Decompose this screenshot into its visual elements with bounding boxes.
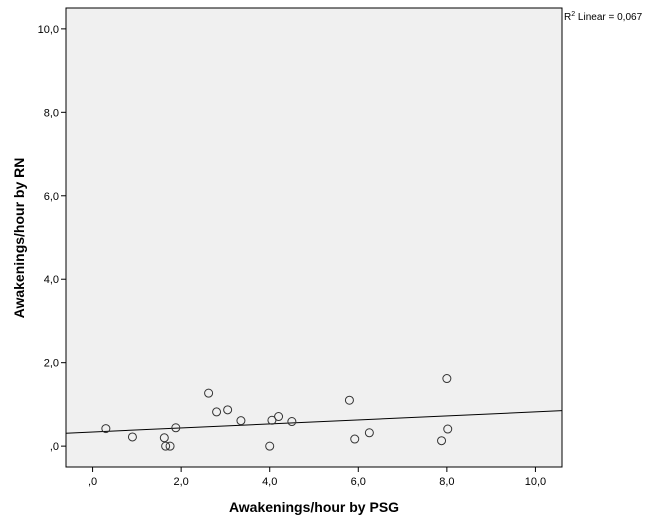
r-squared-annotation: R2 Linear = 0,067 [564,11,643,23]
data-point [274,412,284,422]
y-tick-label: 2,0 [44,358,59,370]
x-tick-label: 6,0 [351,476,366,488]
data-point [437,436,447,446]
y-tick-label: 8,0 [44,107,59,119]
y-tick-label: 10,0 [38,24,59,36]
data-point [204,388,214,398]
data-point [159,433,169,443]
data-point [223,405,233,415]
data-point [165,441,175,451]
y-tick-label: 6,0 [44,191,59,203]
x-tick-label: 4,0 [262,476,277,488]
y-tick-label: 4,0 [44,274,59,286]
x-tick-label: ,0 [88,476,97,488]
y-tick-label: ,0 [50,441,59,453]
y-axis: ,0 2,0 4,0 6,0 8,0 10,0 [38,24,66,453]
data-point [287,417,297,427]
data-point [101,424,111,434]
x-tick-label: 10,0 [525,476,546,488]
x-tick-label: 8,0 [439,476,454,488]
data-point [127,432,137,442]
y-axis-title: Awakenings/hour by RN [11,158,27,319]
data-point [171,423,181,433]
data-point [212,407,222,417]
plot-area [65,7,563,468]
x-axis-title: Awakenings/hour by PSG [229,499,399,515]
data-point [267,415,277,425]
data-point [350,434,360,444]
data-point [265,441,275,451]
data-point [443,424,453,434]
x-tick-label: 2,0 [173,476,188,488]
data-point [364,428,374,438]
data-point [161,441,171,451]
data-point [344,395,354,405]
data-point [442,374,452,384]
x-axis: ,0 2,0 4,0 6,0 8,0 10,0 [88,467,546,488]
data-points [101,374,453,451]
data-point [236,416,246,426]
linear-fit-line [65,410,563,434]
